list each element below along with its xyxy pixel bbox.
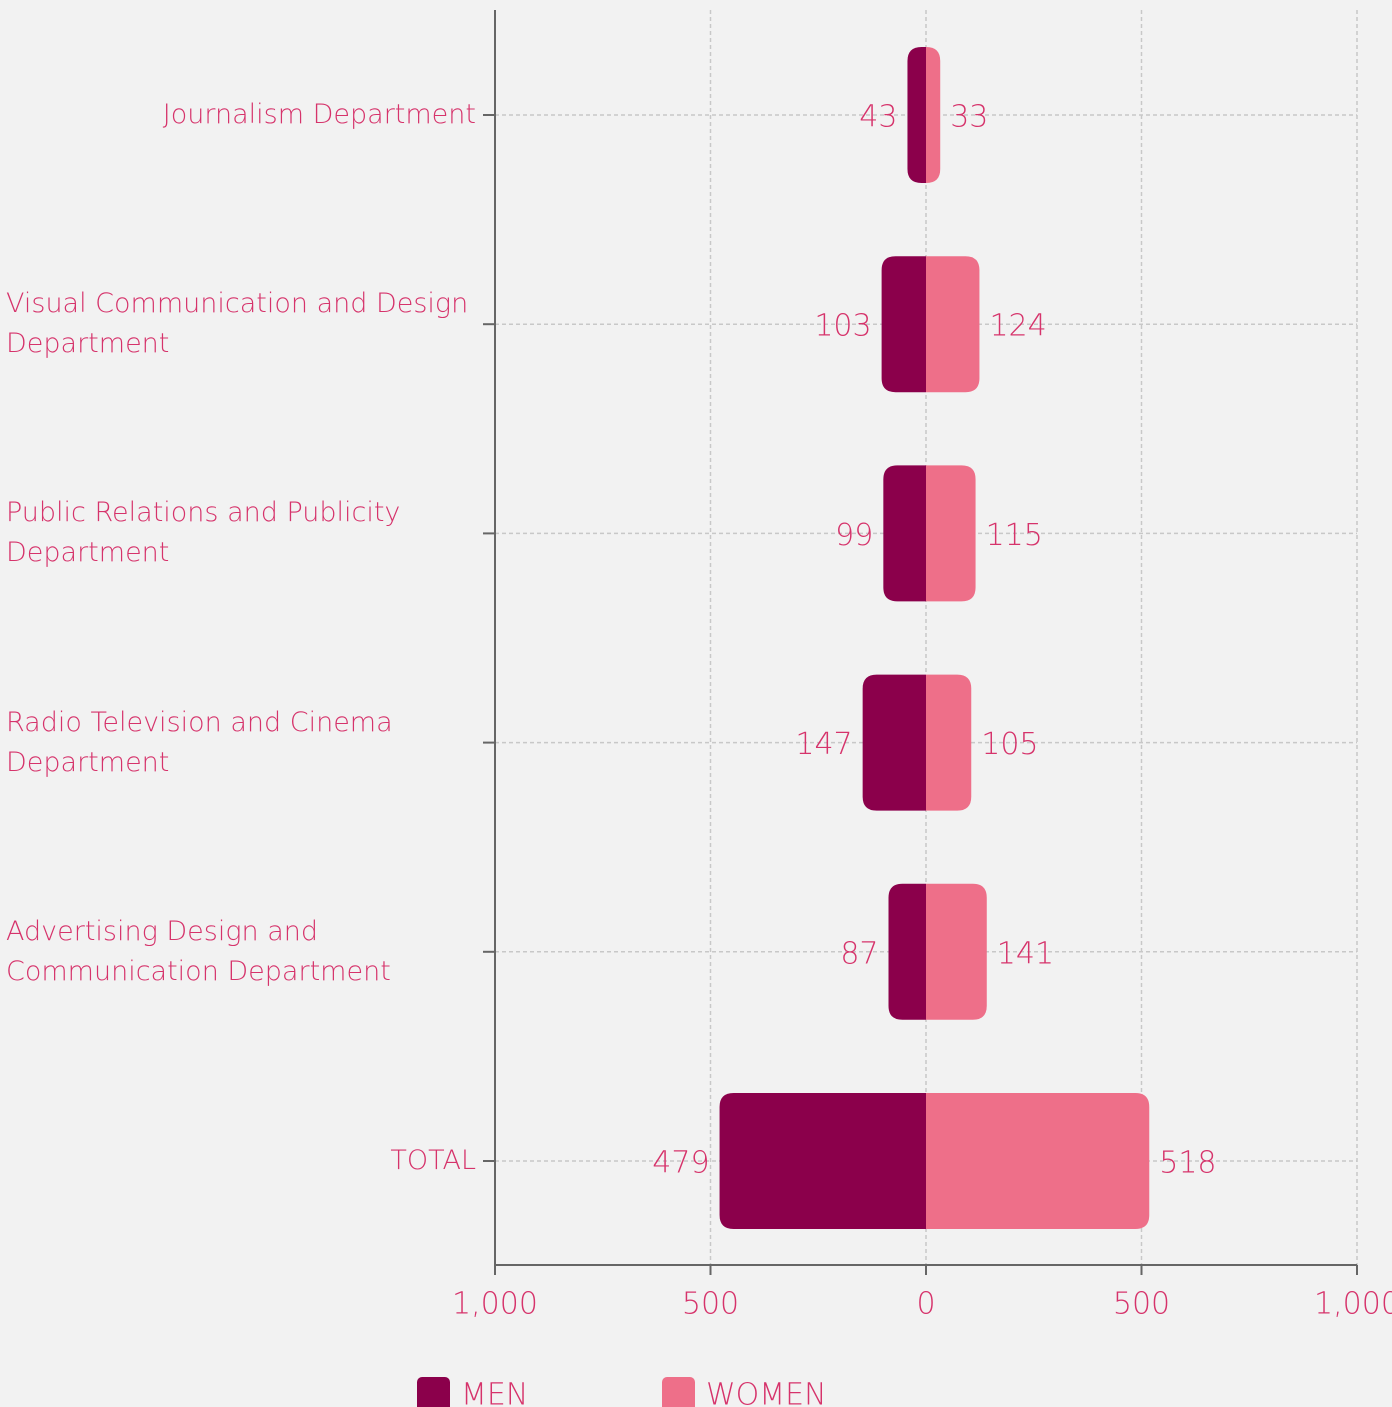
x-tick-label: 1,000 — [452, 1287, 538, 1322]
category-label: Advertising Design and Communication Dep… — [6, 915, 391, 987]
x-tick-label: 500 — [1113, 1287, 1170, 1322]
bar — [883, 465, 926, 602]
value-label: 33 — [950, 100, 988, 135]
legend-label: WOMEN — [706, 1378, 827, 1407]
value-label: 103 — [814, 309, 871, 344]
value-label: 147 — [795, 727, 852, 762]
value-label: 43 — [859, 100, 897, 135]
legend-swatch — [662, 1377, 695, 1407]
bar — [719, 1093, 926, 1229]
bar — [926, 674, 972, 811]
legend-label: MEN — [461, 1378, 528, 1407]
category-label: Public Relations and Publicity Departmen… — [6, 497, 401, 569]
value-label: 87 — [840, 936, 878, 971]
value-label: 105 — [981, 727, 1038, 762]
bar — [926, 465, 976, 602]
category-label: TOTAL — [390, 1145, 476, 1176]
value-label: 115 — [986, 518, 1043, 553]
x-tick-label: 500 — [682, 1287, 739, 1322]
value-label: 99 — [835, 518, 873, 553]
x-tick-label: 0 — [916, 1287, 935, 1322]
legend-swatch — [417, 1377, 450, 1407]
bar — [888, 883, 926, 1020]
bar — [926, 47, 941, 183]
bar — [907, 47, 926, 183]
bar — [862, 674, 926, 811]
bar — [926, 1093, 1150, 1229]
category-label: Radio Television and Cinema Department — [6, 706, 393, 778]
x-tick-label: 1,000 — [1314, 1287, 1392, 1322]
category-label: Visual Communication and Design Departme… — [6, 288, 469, 360]
value-label: 518 — [1159, 1146, 1216, 1181]
value-label: 141 — [997, 936, 1054, 971]
bar — [926, 256, 980, 393]
bar — [926, 883, 987, 1020]
value-label: 479 — [652, 1146, 709, 1181]
category-label: Journalism Department — [162, 99, 476, 130]
value-label: 124 — [989, 309, 1046, 344]
bar — [881, 256, 926, 393]
